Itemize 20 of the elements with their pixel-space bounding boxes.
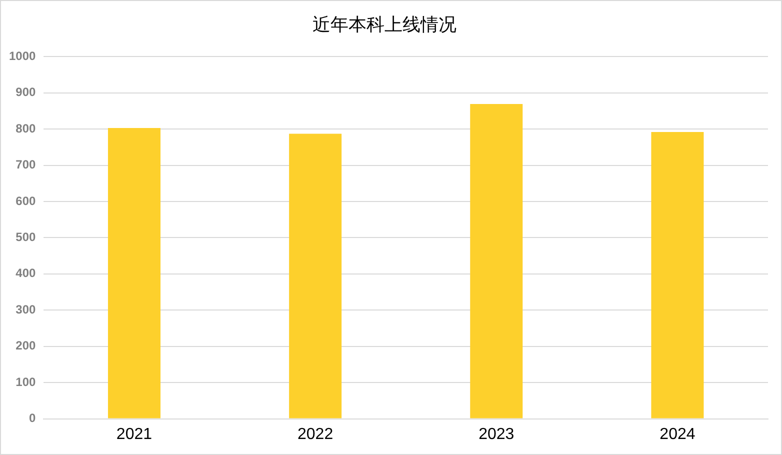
bar — [289, 134, 342, 418]
y-tick-label: 600 — [16, 194, 36, 208]
chart-title: 近年本科上线情况 — [312, 14, 456, 36]
y-tick-label: 200 — [16, 338, 36, 353]
x-tick-label: 2023 — [478, 426, 514, 443]
y-tick-label: 400 — [16, 266, 36, 280]
y-tick-label: 1000 — [8, 48, 36, 63]
y-tick-label: 300 — [16, 302, 36, 316]
bar — [470, 104, 523, 418]
y-tick-label: 900 — [16, 85, 36, 100]
y-tick-label: 800 — [16, 121, 36, 136]
bar — [651, 132, 704, 418]
x-tick-label: 2024 — [660, 426, 696, 443]
bar — [108, 128, 160, 418]
y-tick-label: 500 — [16, 230, 36, 244]
y-tick-label: 0 — [29, 411, 36, 426]
y-tick-label: 700 — [16, 158, 36, 172]
x-tick-label: 2022 — [298, 426, 334, 443]
x-tick-label: 2021 — [116, 426, 152, 443]
y-tick-label: 100 — [16, 374, 36, 389]
